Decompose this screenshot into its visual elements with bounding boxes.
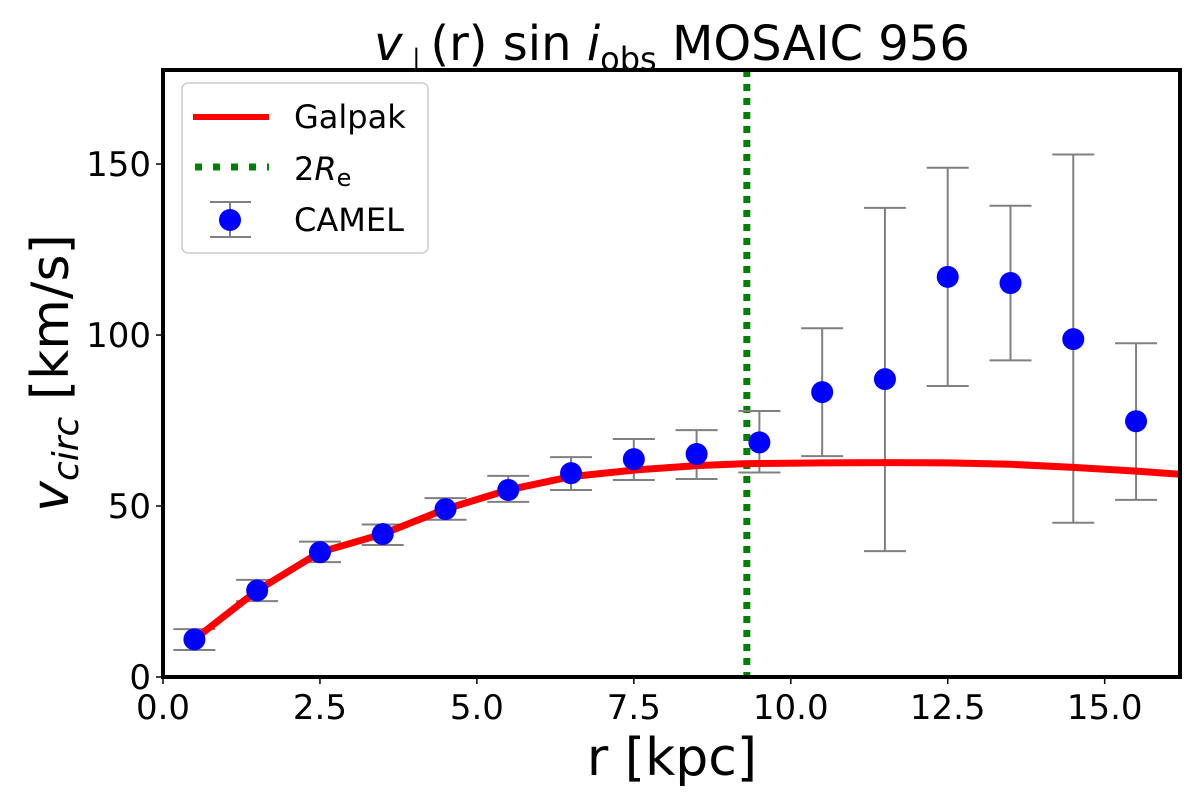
- legend-re-label: 2Re: [294, 150, 351, 192]
- camel-point: [999, 272, 1022, 295]
- legend-box: [181, 82, 429, 254]
- y-axis-label: vcirc [km/s]: [21, 234, 87, 512]
- plot-area: [173, 70, 1181, 677]
- camel-point: [183, 628, 206, 651]
- camel-point: [497, 478, 520, 501]
- camel-point: [873, 368, 896, 391]
- x-tick-label: 10.0: [753, 688, 829, 728]
- camel-point: [1062, 328, 1085, 351]
- legend-camel-label: CAMEL: [294, 201, 404, 239]
- camel-point: [936, 265, 959, 288]
- x-tick-label: 15.0: [1067, 688, 1143, 728]
- camel-point: [685, 443, 708, 466]
- y-tick-label: 0: [129, 658, 151, 698]
- camel-point: [811, 381, 834, 404]
- galpak-curve: [192, 459, 1181, 643]
- legend-camel-marker: [219, 209, 241, 231]
- camel-point: [560, 462, 583, 485]
- legend-galpak-label: Galpak: [294, 98, 406, 136]
- x-tick-label: 5.0: [450, 688, 504, 728]
- axes-frame: [161, 68, 1182, 679]
- legend: Galpak 2Re CAMEL: [181, 82, 429, 254]
- x-axis-label: r [kpc]: [587, 728, 757, 788]
- camel-point: [371, 523, 394, 546]
- x-tick-label: 2.5: [293, 688, 347, 728]
- y-tick-label: 150: [86, 145, 151, 185]
- x-tick-label: 0.0: [136, 688, 190, 728]
- axis-ticks: 0.0 2.5 5.0 7.5 10.0 12.5 15.0 0 50 100 150: [86, 145, 1142, 728]
- x-tick-label: 12.5: [910, 688, 986, 728]
- camel-point: [622, 448, 645, 471]
- camel-point: [246, 579, 269, 602]
- camel-point: [1125, 410, 1148, 433]
- camel-point: [748, 431, 771, 454]
- y-tick-label: 50: [108, 487, 151, 527]
- y-tick-label: 100: [86, 316, 151, 356]
- camel-point: [434, 498, 457, 521]
- camel-point: [308, 541, 331, 564]
- x-tick-label: 7.5: [607, 688, 661, 728]
